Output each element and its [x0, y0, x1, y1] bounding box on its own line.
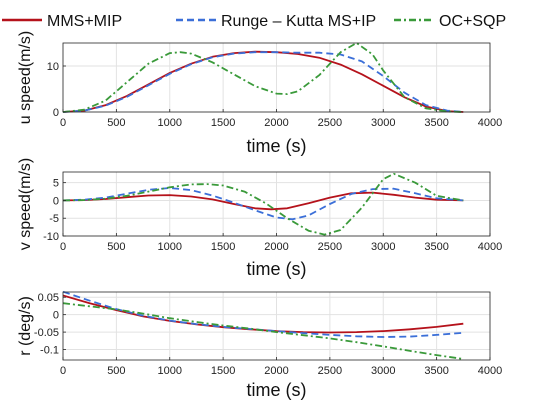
y-axis-label: u speed(m/s) — [17, 31, 34, 124]
x-tick-label: 3000 — [371, 241, 395, 253]
x-axis-label: time (s) — [247, 136, 307, 156]
x-tick-label: 0 — [60, 117, 66, 129]
x-tick-label: 0 — [60, 241, 66, 253]
panel-3: 0 500 1000 1500 2000 2500 3000 3500 40000.050-0.… — [17, 290, 502, 400]
y-tick-label: 10 — [47, 61, 59, 73]
series-line-mms-mip — [63, 191, 464, 211]
y-tick-label: -0.1 — [40, 345, 59, 357]
legend-entry: OC+SQP — [394, 13, 506, 30]
x-tick-label: 3500 — [424, 117, 448, 129]
y-axis-label: r (deg/s) — [17, 296, 34, 356]
series-line-runge-kutta-ms-ip — [63, 187, 464, 221]
series-line-oc-sqp — [63, 172, 464, 236]
x-tick-label: 2500 — [318, 365, 342, 377]
x-tick-label: 500 — [107, 365, 125, 377]
x-tick-label: 1500 — [211, 117, 235, 129]
x-tick-label: 3500 — [424, 365, 448, 377]
x-tick-label: 1500 — [211, 241, 235, 253]
x-tick-label: 3500 — [424, 241, 448, 253]
x-tick-label: 4000 — [478, 241, 502, 253]
x-tick-label: 1000 — [158, 241, 182, 253]
x-tick-label: 1500 — [211, 365, 235, 377]
legend-entry: Runge – Kutta MS+IP — [176, 13, 376, 30]
panel-2: 0 500 1000 1500 2000 2500 3000 3500 4000 -10 -5 0 5 t… — [17, 158, 502, 279]
x-tick-label: 1000 — [158, 365, 182, 377]
x-tick-label: 500 — [107, 241, 125, 253]
x-tick-label: 2500 — [318, 117, 342, 129]
x-tick-label: 2000 — [264, 241, 288, 253]
x-tick-label: 1000 — [158, 117, 182, 129]
y-tick-label: 0 — [53, 195, 59, 207]
legend: MMS+MIP Runge – Kutta MS+IP OC+SQP — [0, 0, 550, 38]
panel-1: 0 500 1000 1500 2000 2500 3000 3500 4000 0 10 time … — [17, 31, 502, 156]
y-tick-label: -0.05 — [34, 327, 59, 339]
legend-entry: MMS+MIP — [2, 13, 122, 30]
series-line-oc-sqp — [63, 42, 464, 113]
y-tick-label: -5 — [49, 213, 59, 225]
x-axis-label: time (s) — [247, 259, 307, 279]
x-tick-label: 2500 — [318, 241, 342, 253]
series-line-runge-kutta-ms-ip — [63, 51, 464, 113]
legend-label: Runge – Kutta MS+IP — [221, 13, 376, 30]
legend-label: MMS+MIP — [47, 13, 122, 30]
y-tick-label: 0 — [53, 310, 59, 322]
y-tick-label: 5 — [53, 178, 59, 190]
x-tick-label: 3000 — [371, 117, 395, 129]
x-tick-label: 500 — [107, 117, 125, 129]
series-line-oc-sqp — [63, 302, 464, 360]
x-tick-label: 2000 — [264, 117, 288, 129]
x-tick-label: 4000 — [478, 117, 502, 129]
y-axis-label: v speed(m/s) — [17, 158, 34, 250]
x-tick-label: 3000 — [371, 365, 395, 377]
y-tick-label: -10 — [43, 231, 59, 243]
x-tick-label: 4000 — [478, 365, 502, 377]
legend-background — [0, 0, 550, 38]
x-tick-label: 2000 — [264, 365, 288, 377]
y-tick-label: 0.05 — [38, 292, 59, 304]
x-axis-label: time (s) — [247, 380, 307, 400]
legend-label: OC+SQP — [439, 13, 506, 30]
y-tick-label: 0 — [53, 107, 59, 119]
x-tick-label: 0 — [60, 365, 66, 377]
